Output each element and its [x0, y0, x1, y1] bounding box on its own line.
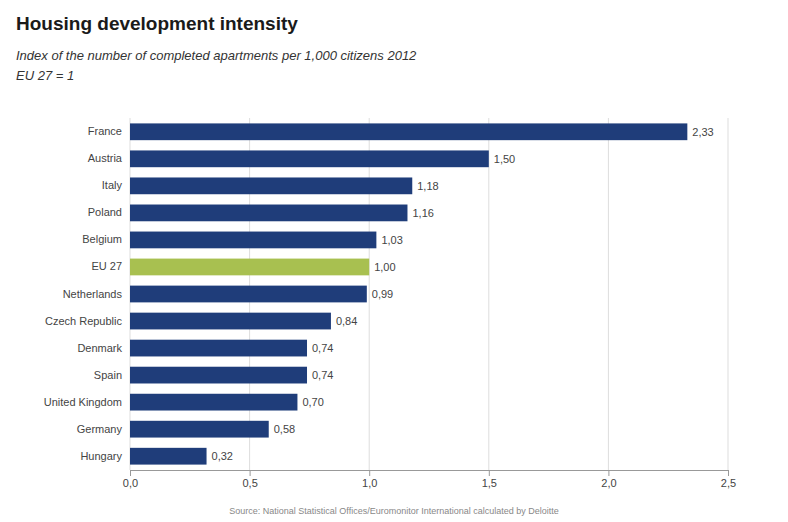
bar [130, 367, 307, 384]
data-label: 1,16 [412, 207, 433, 219]
data-label: 1,50 [494, 153, 515, 165]
data-label: 0,70 [302, 396, 323, 408]
y-tick-label: Belgium [82, 233, 122, 245]
y-tick: Denmark [77, 342, 122, 354]
bar [130, 123, 687, 140]
y-tick: Spain [94, 369, 122, 381]
grid-line [728, 118, 729, 470]
bar [130, 340, 307, 357]
y-tick: United Kingdom [44, 396, 122, 408]
x-tick-label: 1,0 [362, 477, 377, 489]
x-tick-mark [728, 470, 729, 476]
source: Source: National Statistical Offices/Eur… [229, 506, 559, 516]
x-tick: 0,0 [123, 470, 138, 489]
bars [130, 123, 687, 464]
x-tick: 2,5 [721, 470, 736, 489]
bar [130, 394, 297, 411]
x-tick-mark [489, 470, 490, 476]
data-label: 2,33 [692, 126, 713, 138]
bar [130, 205, 407, 222]
y-tick: Belgium [82, 233, 122, 245]
y-tick-label: EU 27 [91, 260, 122, 272]
y-tick: Poland [88, 206, 122, 218]
y-tick: Netherlands [63, 288, 123, 300]
bar [130, 313, 331, 330]
y-tick-label: France [88, 125, 122, 137]
y-tick-label: United Kingdom [44, 396, 122, 408]
grid-line [608, 118, 609, 470]
x-tick-label: 2,0 [601, 477, 616, 489]
title: Housing development intensity [16, 13, 298, 34]
x-tick: 1,0 [362, 470, 377, 489]
x-tick-label: 0,5 [242, 477, 257, 489]
x-tick-label: 1,5 [482, 477, 497, 489]
y-tick-label: Spain [94, 369, 122, 381]
bar [130, 448, 207, 465]
x-tick-mark [130, 470, 131, 476]
x-tick: 0,5 [242, 470, 257, 489]
x-tick: 2,0 [601, 470, 616, 489]
x-tick-mark [250, 470, 251, 476]
grid-line [488, 118, 489, 470]
y-tick: Czech Republic [45, 315, 123, 327]
x-tick-label: 0,0 [123, 477, 138, 489]
y-tick-label: Austria [88, 152, 123, 164]
y-tick-label: Poland [88, 206, 122, 218]
y-tick: Germany [77, 423, 123, 435]
y-tick-label: Italy [102, 179, 123, 191]
grid-line [369, 118, 370, 470]
y-tick: EU 27 [91, 260, 122, 272]
y-axis: France Austria Italy Poland Belgium EU 27 Neth… [44, 125, 123, 461]
y-tick-label: Germany [77, 423, 123, 435]
data-label: 1,00 [374, 261, 395, 273]
bar [130, 259, 369, 276]
data-label: 0,99 [372, 288, 393, 300]
subtitle: EU 27 = 1 [16, 68, 74, 83]
x-tick-mark [608, 470, 609, 476]
chart: Housing development intensity Index of th… [0, 0, 788, 522]
grid [130, 118, 728, 470]
x-tick-label: 2,5 [721, 477, 736, 489]
data-label: 0,84 [336, 315, 357, 327]
data-label: 0,32 [212, 450, 233, 462]
subtitle: Index of the number of completed apartme… [16, 48, 417, 63]
x-tick-mark [369, 470, 370, 476]
data-label: 1,03 [381, 234, 402, 246]
y-tick: Italy [102, 179, 123, 191]
y-tick-label: Hungary [80, 450, 122, 462]
y-tick-label: Denmark [77, 342, 122, 354]
y-tick-label: Netherlands [63, 288, 123, 300]
bar [130, 177, 412, 194]
bar [130, 286, 367, 303]
y-tick: Austria [88, 152, 123, 164]
bar [130, 150, 489, 167]
data-label: 0,74 [312, 369, 333, 381]
bar [130, 232, 376, 249]
plot: 2,33 1,50 1,18 1,16 1,03 1,00 0,99 0,84 0,74 0,74… [44, 118, 736, 489]
y-tick: Hungary [80, 450, 122, 462]
y-tick: France [88, 125, 122, 137]
x-tick: 1,5 [482, 470, 497, 489]
data-label: 0,58 [274, 423, 295, 435]
bar [130, 421, 269, 438]
data-labels: 2,33 1,50 1,18 1,16 1,03 1,00 0,99 0,84 0,74 0,74… [212, 126, 714, 462]
data-label: 1,18 [417, 180, 438, 192]
y-tick-label: Czech Republic [45, 315, 123, 327]
data-label: 0,74 [312, 342, 333, 354]
x-axis: 0,0 0,5 1,0 1,5 2,0 2,5 [123, 470, 736, 489]
x-axis-line [131, 471, 729, 477]
